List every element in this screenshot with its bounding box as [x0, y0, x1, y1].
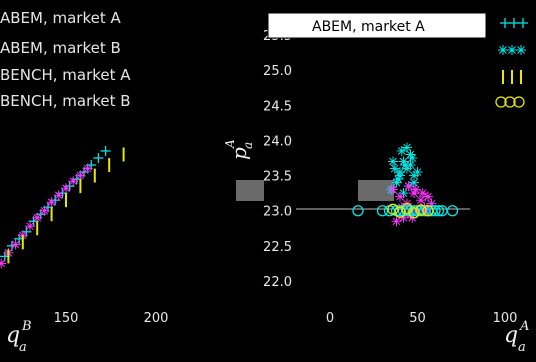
inset-box-right — [358, 180, 394, 201]
svg-text:a: a — [241, 142, 255, 149]
left-point-s1-2 — [10, 239, 21, 250]
svg-text:A: A — [519, 319, 529, 334]
right-x-axis-label: q a A — [504, 319, 529, 355]
left-point-s1-9 — [61, 183, 71, 194]
right-point-s2-0 — [352, 205, 364, 217]
right-point-s2-14 — [429, 205, 441, 217]
left-chart-marks — [0, 145, 125, 269]
right-point-s1-12 — [403, 181, 414, 192]
right-y-tick-24.0: 24.0 — [263, 134, 292, 149]
right-x-ticks: 0 50 100 — [326, 311, 518, 326]
left-point-s1-10 — [68, 176, 79, 187]
right-point-s1-14 — [417, 188, 428, 199]
right-point-s1-4 — [416, 195, 426, 206]
right-x-tick-100: 100 — [493, 311, 518, 326]
right-chart-marks — [352, 142, 459, 227]
right-point-s3-0 — [387, 203, 399, 215]
right-point-s2-1 — [376, 205, 389, 217]
left-legend: ABEM, market A ABEM, market B BENCH, mar… — [0, 9, 131, 110]
svg-text:q: q — [504, 323, 518, 348]
right-y-axis-label: p a A — [223, 139, 255, 160]
left-point-s1-7 — [46, 197, 57, 208]
right-y-ticks: 22.022.523.023.524.024.525.025.5 — [263, 29, 292, 290]
right-point-s0-13 — [412, 167, 423, 178]
right-point-s1-0 — [388, 184, 398, 195]
right-y-tick-22.5: 22.5 — [263, 240, 292, 255]
left-point-s1-0 — [0, 258, 7, 269]
right-point-s0-9 — [407, 153, 418, 163]
right-point-s0-17 — [405, 160, 416, 171]
right-point-s3-1 — [394, 206, 406, 218]
right-point-s0-18 — [395, 170, 405, 181]
left-point-s1-6 — [39, 205, 50, 216]
right-y-tick-23.5: 23.5 — [263, 170, 292, 185]
left-chart-panel: ABEM, market A ABEM, market B BENCH, mar… — [0, 9, 210, 355]
right-legend-marker-0-2 — [518, 18, 528, 28]
right-y-tick-23.0: 23.0 — [263, 205, 292, 220]
right-y-tick-24.5: 24.5 — [263, 99, 292, 114]
right-x-tick-0: 0 — [326, 311, 334, 326]
right-point-s2-17 — [446, 205, 459, 217]
left-legend-entry-4: BENCH, market B — [0, 92, 131, 110]
left-x-tick-150: 150 — [54, 311, 79, 326]
right-point-s0-19 — [409, 177, 419, 188]
legend-title-text: ABEM, market A — [312, 19, 425, 35]
left-point-s1-11 — [75, 170, 86, 181]
right-point-s0-15 — [402, 142, 412, 153]
right-legend-marker-3-1 — [504, 96, 516, 108]
right-legend-marker-3-0 — [495, 96, 507, 108]
right-legend-marker-1-1 — [507, 45, 517, 55]
left-x-tick-200: 200 — [144, 311, 169, 326]
right-legend-marker-1-0 — [498, 45, 508, 55]
legend-title-box — [267, 12, 487, 39]
right-point-s0-10 — [396, 145, 407, 156]
right-legend-marker-0-1 — [509, 18, 519, 28]
left-legend-entry-2: ABEM, market B — [0, 39, 121, 57]
right-point-s0-12 — [389, 163, 400, 174]
right-legend — [495, 18, 528, 108]
svg-text:q: q — [6, 323, 20, 348]
left-point-s1-5 — [32, 212, 43, 223]
right-point-s0-14 — [388, 156, 398, 167]
right-chart-panel: 22.022.523.023.524.024.525.025.5 050100 … — [223, 12, 529, 355]
left-point-s1-4 — [25, 221, 35, 232]
svg-text:a: a — [518, 340, 526, 355]
left-point-s0-15 — [100, 145, 111, 156]
svg-text:B: B — [21, 319, 32, 334]
right-point-s3-4 — [415, 204, 427, 216]
right-legend-marker-3-2 — [513, 96, 525, 108]
svg-text:p: p — [227, 147, 251, 160]
left-point-s1-3 — [17, 230, 28, 241]
inset-box-left — [236, 180, 264, 201]
right-point-s3-3 — [408, 207, 420, 219]
right-gridlines — [236, 180, 470, 210]
svg-text:a: a — [19, 340, 27, 355]
right-point-s3-5 — [422, 205, 434, 217]
right-legend-marker-1-2 — [516, 45, 526, 55]
left-point-s1-12 — [82, 163, 93, 174]
right-point-s1-5 — [423, 191, 433, 202]
right-y-tick-25.0: 25.0 — [263, 64, 292, 79]
right-point-s1-10 — [391, 216, 402, 227]
left-point-s0-14 — [93, 153, 104, 163]
left-legend-entry-1: ABEM, market A — [0, 9, 122, 27]
right-legend-marker-0-0 — [500, 18, 510, 28]
right-point-s1-1 — [395, 191, 405, 202]
svg-text:A: A — [223, 139, 237, 149]
left-x-axis-label: q a B — [6, 319, 32, 355]
right-point-s1-13 — [410, 184, 421, 195]
left-legend-entry-3: BENCH, market A — [0, 66, 131, 84]
left-point-s1-8 — [53, 190, 64, 201]
right-y-tick-22.0: 22.0 — [263, 275, 292, 290]
right-x-tick-50: 50 — [409, 311, 426, 326]
